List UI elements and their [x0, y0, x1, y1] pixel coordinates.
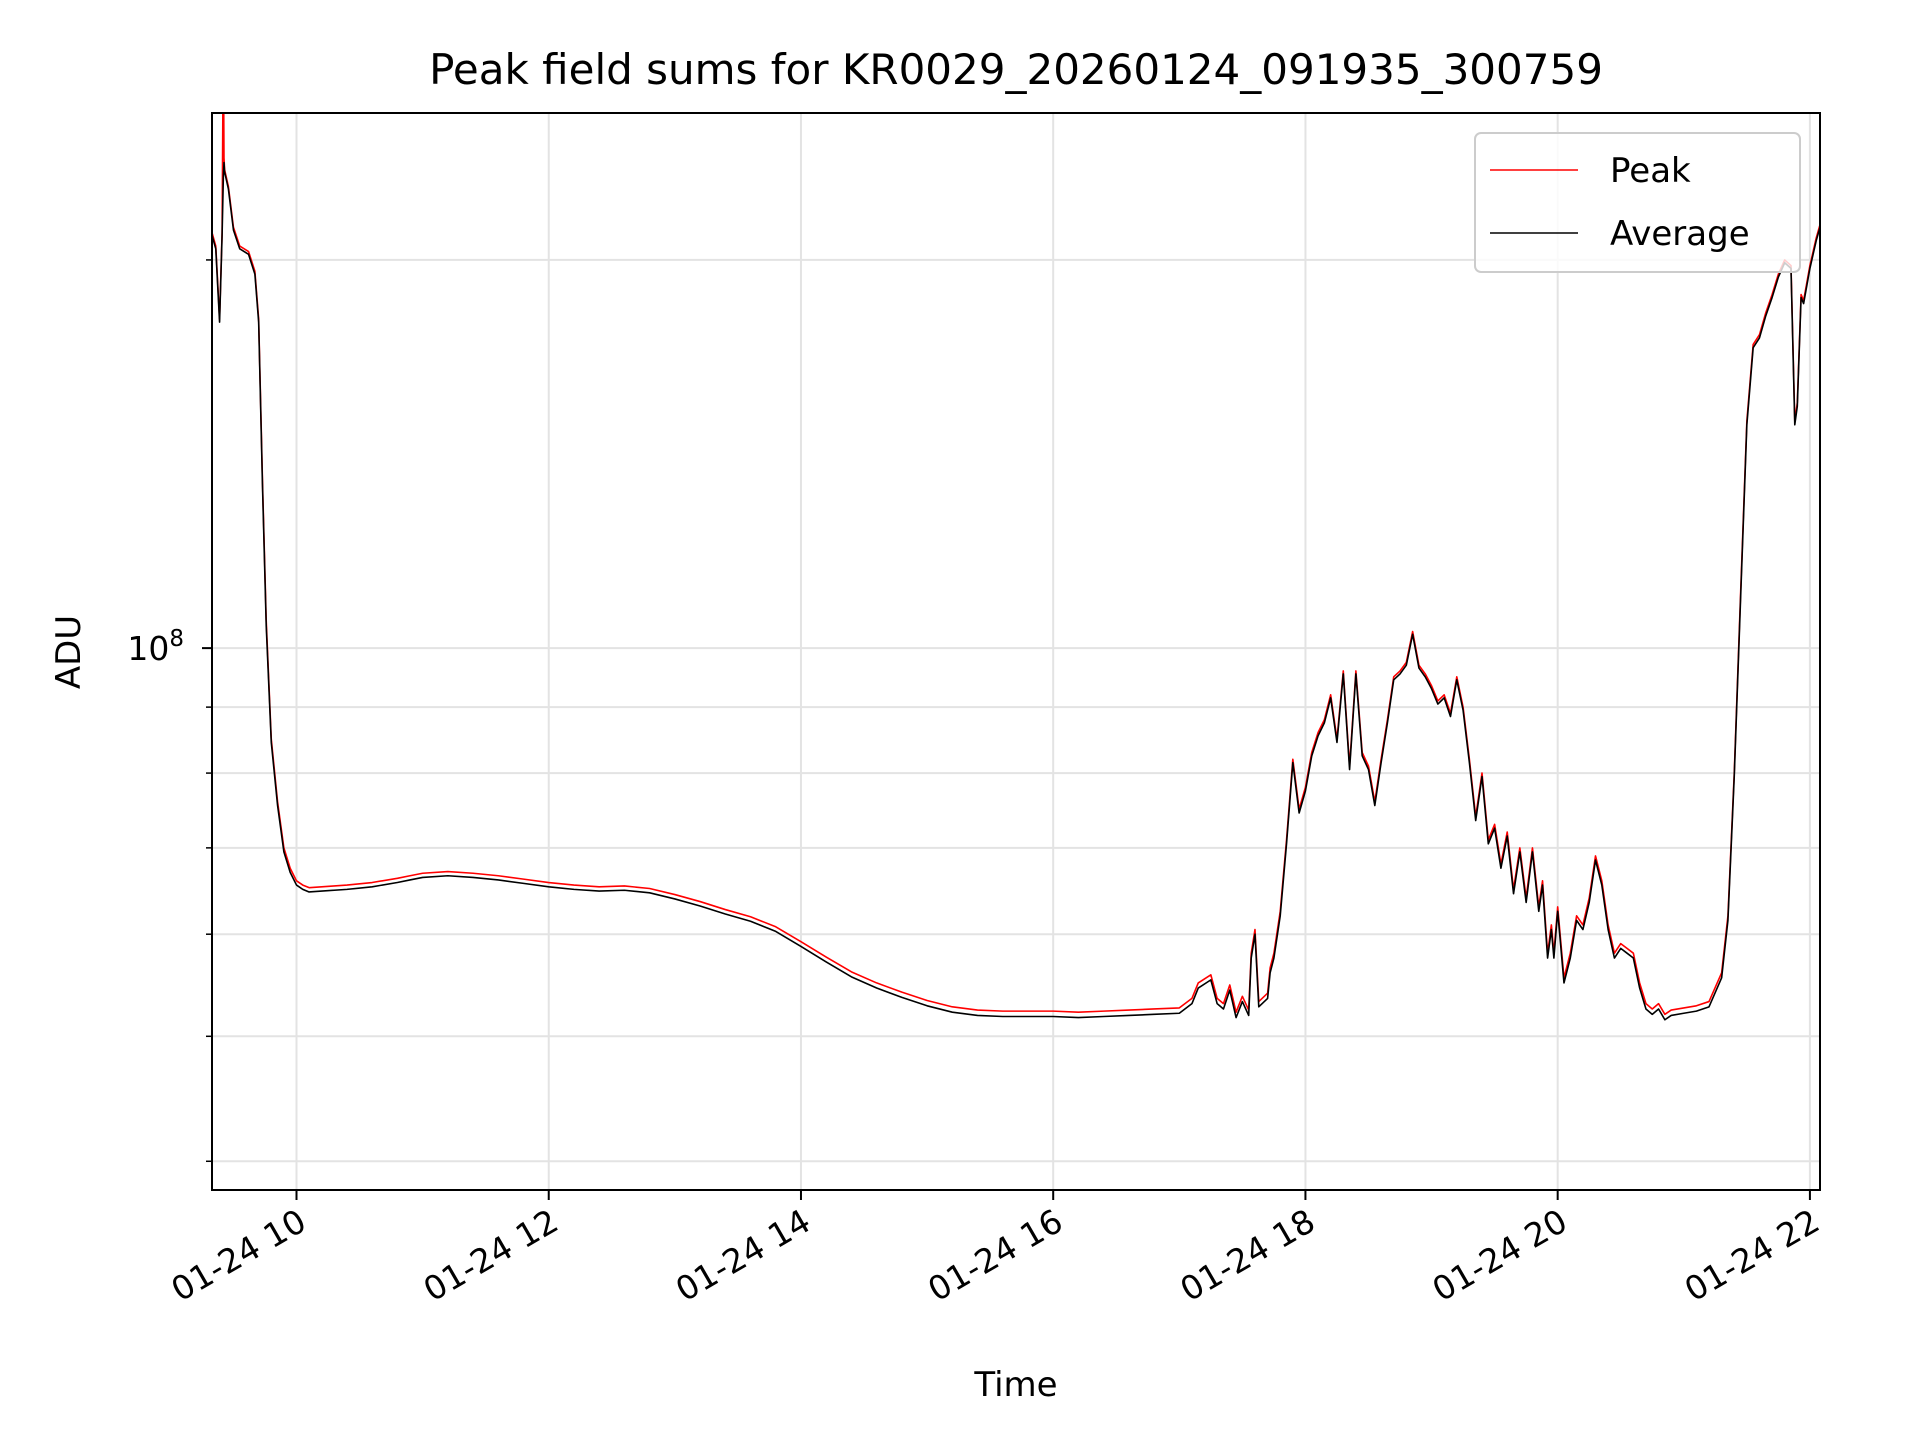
legend-frame: [1474, 132, 1801, 273]
legend-label-average: Average: [1610, 214, 1750, 254]
x-axis-label: Time: [973, 1365, 1057, 1405]
series-line-average: [212, 161, 1820, 1021]
plot-area-frame: [211, 112, 1821, 1191]
chart-title: Peak field sums for KR0029_20260124_0919…: [429, 45, 1603, 94]
y-axis-label: ADU: [49, 615, 89, 689]
series-line-peak: [212, 113, 1820, 1016]
series-layer: [212, 113, 1820, 1021]
legend-label-peak: Peak: [1610, 151, 1691, 191]
y-tick-label: 108: [127, 626, 184, 668]
legend: Peak Average: [1474, 132, 1801, 273]
